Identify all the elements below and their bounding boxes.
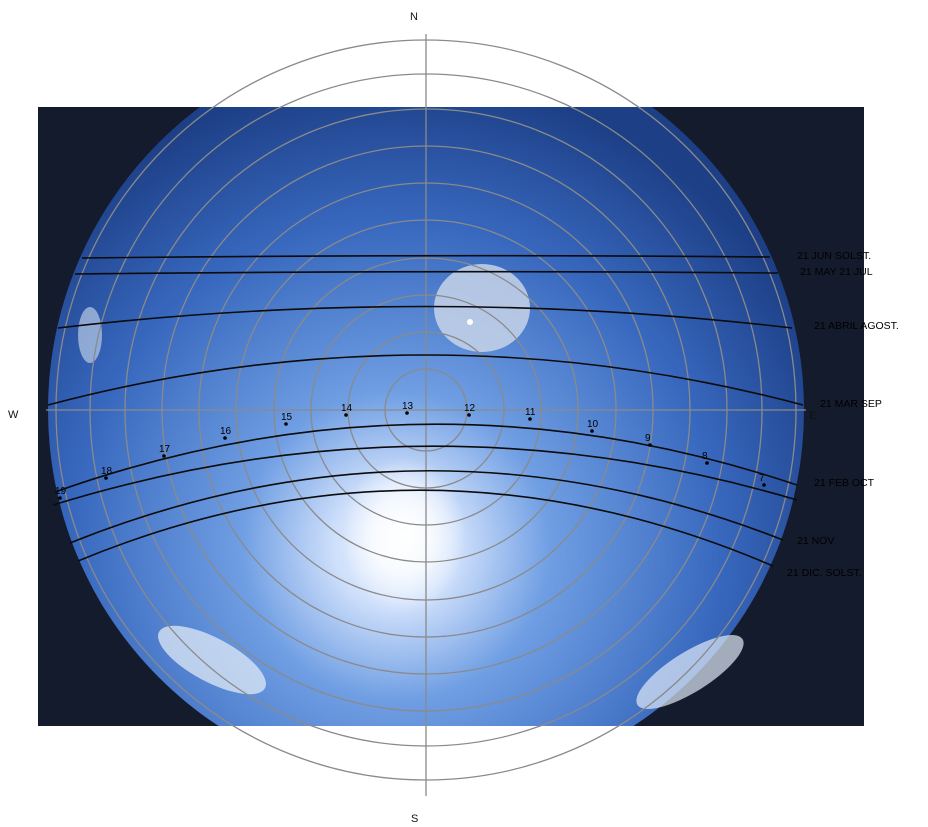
- hour-label: 9: [645, 433, 651, 444]
- hour-dot: [223, 436, 227, 440]
- compass-east-label: E: [809, 410, 816, 422]
- sun-path-curve: [81, 254, 771, 259]
- hour-label: 15: [281, 412, 293, 423]
- hour-dot: [284, 422, 288, 426]
- hour-label: 18: [101, 466, 113, 477]
- sun-path-label: 21 DIC. SOLST.: [787, 567, 862, 579]
- moon-halo: [434, 264, 530, 352]
- sun-path-curve: [77, 489, 774, 567]
- sun-path-curves: 21 JUN SOLST. 21 MAY 21 JUL 21 ABRIL AGOST…: [47, 250, 899, 579]
- hour-dot: [467, 413, 471, 417]
- hour-label: 7: [759, 473, 765, 484]
- hour-dot: [528, 417, 532, 421]
- sun-path-label: 21 FEB OCT: [814, 477, 875, 489]
- sun-glare: [342, 457, 466, 613]
- hour-dot: [344, 413, 348, 417]
- moon-point: [467, 319, 473, 325]
- sun-path-label: 21 JUN SOLST.: [797, 250, 871, 262]
- compass-north-label: N: [410, 11, 418, 23]
- hour-dot: [648, 443, 652, 447]
- sun-path-curve: [57, 305, 793, 329]
- compass-west-label: W: [8, 409, 19, 421]
- hour-dot: [162, 454, 166, 458]
- hour-dot: [405, 411, 409, 415]
- sun-path-label: 21 MAR SEP: [820, 398, 882, 410]
- hour-dot: [58, 496, 62, 500]
- sun-path-label: 21 ABRIL AGOST.: [814, 320, 899, 332]
- sun-path-label: 21 NOV: [797, 535, 834, 547]
- sun-path-curve: [47, 354, 804, 406]
- hour-dot: [762, 483, 766, 487]
- sun-path-curve: [69, 469, 784, 544]
- hour-label: 13: [402, 401, 414, 412]
- cloud-right: [636, 635, 744, 709]
- hour-label: 19: [55, 486, 67, 497]
- hour-label: 12: [464, 403, 476, 414]
- hour-label: 8: [702, 451, 708, 462]
- hour-label: 16: [220, 426, 232, 437]
- sun-path-curve: [54, 423, 798, 493]
- hour-label: 10: [587, 419, 599, 430]
- hour-dot: [705, 461, 709, 465]
- hour-markers: 19 18 17 16 15 14 13 12 11 10 9 8 7: [55, 401, 766, 500]
- altitude-grid: [46, 34, 806, 796]
- sun-path-curve: [74, 270, 779, 275]
- hour-label: 17: [159, 444, 171, 455]
- sun-path-label: 21 MAY 21 JUL: [800, 266, 873, 278]
- hour-dot: [104, 476, 108, 480]
- hour-label: 11: [525, 407, 536, 418]
- hour-dot: [590, 429, 594, 433]
- cloud-left: [158, 625, 266, 695]
- hour-label: 14: [341, 403, 353, 414]
- compass-south-label: S: [411, 813, 418, 825]
- sun-path-curve: [52, 445, 798, 506]
